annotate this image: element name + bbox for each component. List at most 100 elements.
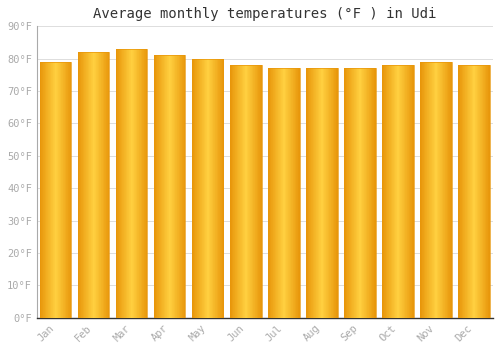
Bar xyxy=(472,65,473,318)
Bar xyxy=(291,68,292,318)
Bar xyxy=(392,65,393,318)
Bar xyxy=(176,55,177,318)
Bar xyxy=(285,68,286,318)
Bar xyxy=(296,68,297,318)
Bar xyxy=(280,68,281,318)
Bar xyxy=(268,68,300,318)
Bar xyxy=(326,68,327,318)
Bar xyxy=(176,55,178,318)
Bar xyxy=(420,62,452,318)
Bar xyxy=(232,65,233,318)
Bar xyxy=(107,52,108,318)
Bar xyxy=(199,59,200,318)
Bar xyxy=(41,62,42,318)
Bar xyxy=(313,68,314,318)
Bar xyxy=(217,59,218,318)
Bar xyxy=(59,62,60,318)
Bar xyxy=(325,68,326,318)
Bar xyxy=(46,62,47,318)
Bar xyxy=(395,65,396,318)
Bar xyxy=(439,62,440,318)
Bar xyxy=(361,68,362,318)
Bar xyxy=(295,68,296,318)
Bar xyxy=(434,62,435,318)
Bar xyxy=(237,65,238,318)
Bar xyxy=(449,62,450,318)
Bar xyxy=(288,68,289,318)
Bar xyxy=(328,68,329,318)
Bar xyxy=(178,55,180,318)
Bar xyxy=(298,68,299,318)
Bar xyxy=(124,49,125,318)
Bar xyxy=(324,68,325,318)
Bar xyxy=(320,68,322,318)
Bar xyxy=(477,65,478,318)
Bar xyxy=(360,68,361,318)
Bar xyxy=(247,65,248,318)
Bar xyxy=(272,68,274,318)
Bar xyxy=(334,68,335,318)
Bar xyxy=(481,65,482,318)
Bar xyxy=(458,65,459,318)
Bar xyxy=(317,68,318,318)
Bar xyxy=(96,52,97,318)
Bar xyxy=(131,49,132,318)
Bar xyxy=(469,65,470,318)
Bar xyxy=(236,65,237,318)
Bar xyxy=(70,62,71,318)
Bar xyxy=(126,49,127,318)
Bar xyxy=(60,62,61,318)
Bar xyxy=(433,62,434,318)
Bar xyxy=(192,59,224,318)
Bar xyxy=(180,55,181,318)
Bar xyxy=(47,62,48,318)
Bar xyxy=(431,62,432,318)
Bar xyxy=(467,65,468,318)
Bar xyxy=(166,55,168,318)
Bar xyxy=(216,59,218,318)
Bar xyxy=(487,65,488,318)
Bar xyxy=(48,62,49,318)
Bar xyxy=(52,62,54,318)
Bar xyxy=(65,62,66,318)
Bar xyxy=(88,52,89,318)
Bar xyxy=(125,49,126,318)
Bar xyxy=(79,52,80,318)
Bar xyxy=(335,68,336,318)
Bar xyxy=(168,55,170,318)
Bar xyxy=(405,65,406,318)
Bar xyxy=(355,68,356,318)
Bar xyxy=(316,68,317,318)
Bar xyxy=(156,55,157,318)
Bar xyxy=(462,65,463,318)
Bar xyxy=(413,65,414,318)
Bar xyxy=(401,65,402,318)
Bar xyxy=(459,65,460,318)
Bar xyxy=(109,52,110,318)
Bar xyxy=(406,65,408,318)
Bar xyxy=(214,59,216,318)
Bar xyxy=(58,62,59,318)
Bar xyxy=(116,49,117,318)
Bar xyxy=(116,49,148,318)
Bar xyxy=(386,65,387,318)
Bar xyxy=(185,55,186,318)
Bar xyxy=(192,59,193,318)
Bar xyxy=(327,68,328,318)
Bar xyxy=(350,68,352,318)
Bar xyxy=(425,62,426,318)
Bar xyxy=(103,52,104,318)
Bar xyxy=(89,52,90,318)
Bar xyxy=(346,68,347,318)
Bar xyxy=(308,68,309,318)
Bar xyxy=(51,62,52,318)
Bar xyxy=(211,59,212,318)
Bar xyxy=(310,68,312,318)
Bar xyxy=(388,65,390,318)
Bar xyxy=(100,52,102,318)
Bar xyxy=(249,65,250,318)
Bar xyxy=(105,52,106,318)
Bar xyxy=(446,62,448,318)
Bar xyxy=(364,68,365,318)
Bar xyxy=(206,59,208,318)
